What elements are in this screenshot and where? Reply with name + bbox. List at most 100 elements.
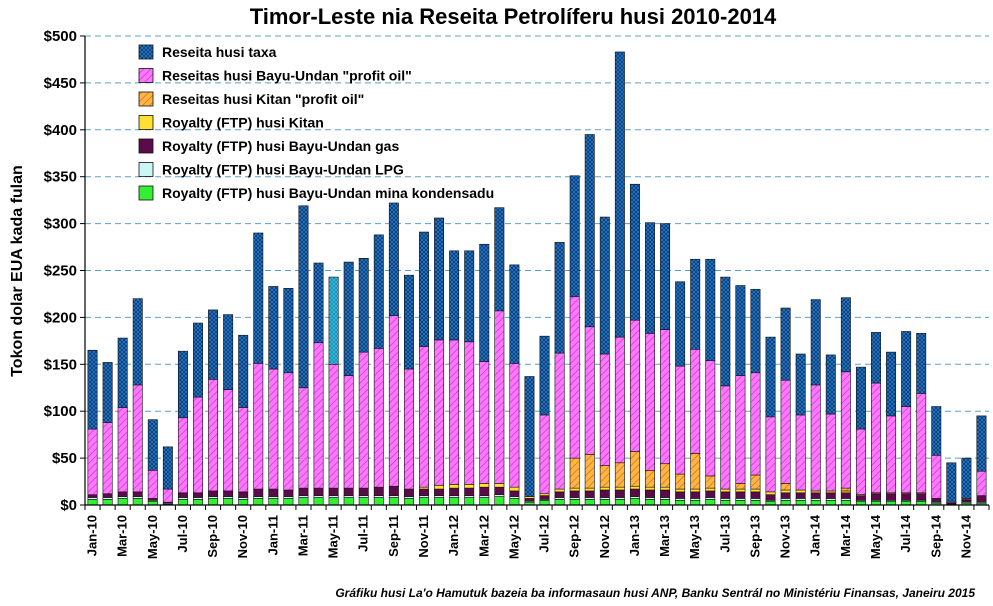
x-tick-label: Mar-13 (657, 515, 672, 557)
x-tick-label: Jul-12 (537, 515, 552, 553)
bar-stack (795, 353, 806, 506)
bar-segment (87, 428, 98, 495)
bar-stack (660, 223, 671, 506)
bar-segment (373, 497, 384, 506)
x-tick-label: Nov-12 (597, 515, 612, 558)
x-tick-label: Jan-13 (627, 515, 642, 556)
bar-segment (539, 500, 550, 506)
y-axis-label: Tokon dolar EUA kada fulan (9, 165, 26, 377)
bar-segment (795, 353, 806, 416)
bar-segment (87, 494, 98, 498)
bar-segment (569, 487, 580, 492)
y-tick-label: $150 (44, 356, 77, 373)
legend-swatch (138, 138, 154, 154)
bar-segment (268, 286, 279, 370)
bar-segment (403, 488, 414, 497)
bar-segment (690, 258, 701, 350)
bar-segment (313, 342, 324, 489)
bar-stack (494, 207, 505, 506)
bar-segment (584, 487, 595, 492)
bar-segment (509, 363, 520, 488)
bar-segment (645, 333, 655, 471)
bar-segment (494, 486, 505, 495)
bar-segment (464, 341, 475, 485)
x-tick-label: Sep-14 (928, 514, 943, 557)
bar-segment (253, 363, 264, 490)
bar-segment (599, 499, 610, 506)
bar-segment (268, 368, 279, 490)
bar-stack (750, 288, 761, 506)
bar-segment (193, 322, 203, 398)
bar-segment (208, 379, 219, 492)
legend-label: Royalty (FTP) husi Bayu-Undan gas (162, 138, 399, 154)
bar-stack (599, 216, 610, 506)
bar-segment (313, 487, 324, 496)
bar-stack (328, 276, 339, 506)
x-tick-label: Nov-11 (416, 515, 431, 558)
bar-segment (825, 500, 836, 506)
bar-segment (871, 382, 881, 494)
bar-stack (675, 281, 686, 506)
bar-stack (449, 250, 460, 506)
bar-segment (855, 366, 866, 430)
bar-segment (675, 500, 686, 506)
bar-segment (720, 491, 731, 499)
bar-segment (660, 489, 671, 498)
bar-segment (524, 376, 535, 497)
bar-segment (102, 422, 113, 495)
bar-segment (780, 379, 791, 484)
bar-segment (132, 498, 143, 506)
x-tick-label: Jul-10 (175, 515, 190, 553)
bar-segment (705, 360, 716, 477)
bar-stack (855, 366, 866, 506)
bar-segment (283, 372, 294, 491)
bar-segment (238, 491, 249, 498)
legend-swatch (138, 185, 154, 201)
bar-segment (976, 415, 987, 472)
bars (87, 51, 987, 506)
bar-stack (373, 234, 384, 506)
bar-stack (976, 415, 987, 506)
x-tick-label: Mar-11 (295, 515, 310, 556)
bar-segment (855, 495, 866, 501)
legend-label: Royalty (FTP) husi Bayu-Undan mina konde… (162, 185, 494, 201)
bar-segment (403, 368, 414, 490)
bar-segment (328, 487, 339, 496)
x-tick-label: Mar-10 (115, 515, 130, 557)
bar-segment (238, 407, 249, 493)
bar-segment (479, 497, 490, 506)
bar-stack (765, 336, 776, 506)
bar-stack (946, 462, 957, 506)
bar-segment (901, 331, 912, 407)
bar-segment (464, 484, 475, 489)
bar-segment (253, 498, 264, 506)
bar-stack (177, 350, 188, 506)
bar-segment (569, 499, 580, 506)
y-axis-ticks: $0 $50 $100 $150 $200 $250 $300 $350 $400 $450 $50… (44, 28, 85, 514)
bar-stack (419, 231, 429, 506)
bar-segment (690, 488, 701, 493)
bar-stack (705, 258, 716, 506)
bar-segment (765, 494, 776, 501)
bar-segment (554, 499, 565, 506)
source-note: Gráfiku husi La'o Hamutuk bazeia ba info… (335, 586, 975, 600)
legend-swatch (138, 91, 154, 107)
bar-segment (554, 242, 565, 354)
x-tick-label: Sep-13 (747, 515, 762, 558)
bar-segment (298, 487, 309, 496)
bar-stack (840, 297, 851, 506)
bar-segment (449, 250, 460, 341)
bar-stack (434, 217, 445, 506)
legend-label: Royalty (FTP) husi Bayu-Undan LPG (162, 162, 404, 178)
x-tick-label: Jan-11 (265, 515, 280, 555)
y-tick-label: $350 (44, 169, 77, 186)
bar-segment (599, 489, 610, 498)
bar-segment (840, 371, 851, 489)
bar-segment (434, 339, 445, 486)
bar-segment (795, 414, 806, 491)
bar-segment (705, 258, 716, 361)
bar-segment (840, 492, 851, 499)
bar-segment (132, 384, 143, 493)
bar-segment (554, 352, 565, 490)
bar-segment (193, 492, 203, 498)
